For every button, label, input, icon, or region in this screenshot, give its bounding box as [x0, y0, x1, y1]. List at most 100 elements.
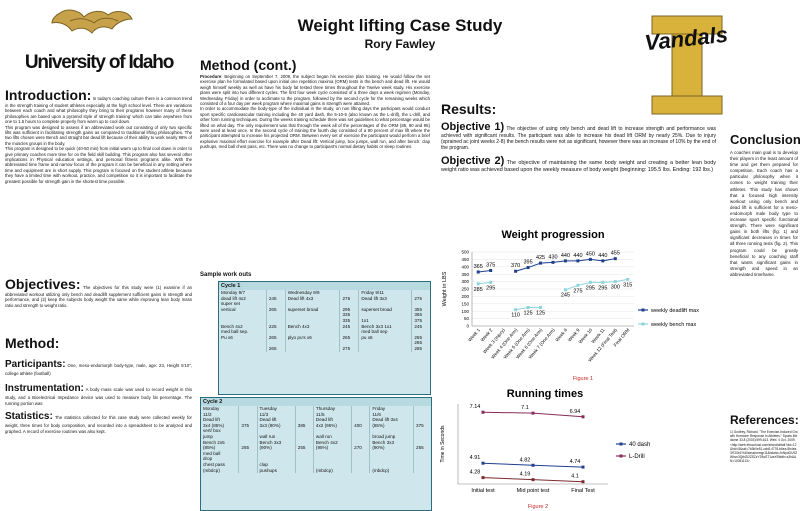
objective1-text: The objective of using only bench and de… — [441, 126, 716, 152]
cycle2-cell — [313, 456, 353, 462]
cycle2-cell — [369, 450, 415, 457]
sample-workouts-heading: Sample work outs — [200, 272, 252, 278]
cycle1-cell — [358, 345, 413, 352]
cycle1-row: Monday 9/7 Wednesday 9/9 Friday 9/11 — [219, 290, 430, 296]
cycle1-cell — [266, 290, 286, 296]
cycle2-cell — [351, 428, 371, 434]
objectives-section: Objectives: The objectives for this stud… — [5, 276, 192, 308]
cycle2-title: Cycle 2 — [201, 398, 431, 406]
cycle1-cell: 245 — [339, 323, 360, 330]
chart1-ytick: 100 — [461, 309, 469, 314]
cycle1-cell — [339, 329, 360, 335]
chart1-ytick: 150 — [461, 301, 469, 306]
chart1-legend-marker — [641, 308, 645, 312]
cycle2-cell: clap — [257, 461, 296, 468]
chart1-point — [601, 280, 605, 284]
cycle2-cell — [238, 461, 258, 468]
chart1-ytick: 500 — [461, 250, 469, 255]
cycle1-cell: 285 — [414, 345, 423, 351]
cycle1-cell: pu x6 — [358, 334, 413, 341]
cycle2-cell: broad jump — [369, 433, 415, 440]
chart1-point — [489, 280, 493, 284]
cycle1-cell — [285, 312, 341, 318]
cycle1-cell — [219, 345, 267, 352]
cycle2-row: Bench 2x5 Bench 3x3 Bench 4x2 Bench 3x3 — [201, 439, 431, 446]
cycle1-cell: Friday 9/11 — [358, 290, 413, 296]
cycle1-cell: 265 — [339, 334, 360, 341]
cycle1-cell: 275 — [414, 295, 423, 301]
chart2-data-label: 7.14 — [470, 404, 481, 410]
cycle2-cell — [295, 433, 314, 440]
cycle2-cell — [257, 428, 296, 434]
cycle2-cell: (90%) — [257, 445, 296, 451]
cycle2-row: Dead lift Dead lift Dead lift Dead lift 3x4 — [201, 417, 431, 423]
conclusion-text: A coaches main goal is to develop their … — [730, 150, 798, 277]
chart1-data-label: 285 — [474, 287, 483, 293]
chart1-ytick: 300 — [461, 279, 469, 284]
cycle2-cell: Friday — [369, 406, 415, 412]
cycle1-cell: plyo pu's x6 — [285, 334, 341, 341]
chart1-data-label: 370 — [511, 263, 520, 269]
references-section: References: 1) Godfrey, Richard. "The Ex… — [730, 412, 798, 464]
cycle2-cell: (95%) — [313, 445, 353, 451]
chart1-figure-label: Figure 1 — [573, 376, 593, 382]
cycle2-cell: (85%) — [201, 445, 240, 451]
chart1-ytick: 250 — [461, 287, 469, 292]
cycle2-cell: Dead lift 3x4 — [369, 417, 415, 423]
chart2-data-label: 7.1 — [521, 405, 529, 411]
cycle2-cell: (mbdcp) — [369, 467, 415, 474]
cycle2-cell — [257, 450, 296, 457]
cycle2-cell: Bench 2x5 — [201, 439, 240, 446]
chart1-point — [489, 269, 493, 272]
cycle2-cell — [238, 406, 258, 412]
cycle2-cell — [369, 461, 415, 468]
chart2-xtick: Initial test — [471, 488, 495, 494]
chart1-data-label: 395 — [523, 260, 532, 266]
cycle2-cell: med ball — [201, 450, 240, 457]
cycle1-cell — [358, 312, 413, 318]
cycle2-cell — [295, 456, 314, 462]
cycle2-row: 11/2 11/3 11/5 11/6 — [201, 411, 431, 418]
conclusion-heading: Conclusion: — [730, 132, 800, 147]
chart1-data-label: 430 — [548, 254, 557, 260]
cycle1-cell: superset broad — [358, 306, 413, 313]
cycle1-cell — [219, 312, 267, 318]
procedure-label: Procedure — [200, 74, 222, 79]
intro-heading: Introduction: — [5, 87, 92, 103]
chart2-ylabel: Time in Seconds — [440, 425, 446, 463]
cycle2-cell — [351, 433, 371, 440]
running-times-chart: Running times Time in Seconds Initial test… — [436, 384, 721, 511]
vandals-logo: Vandals — [630, 4, 745, 119]
cycle2-cell: drop — [201, 456, 240, 462]
cycle1-cell — [285, 329, 341, 335]
cycle2-cell — [351, 411, 371, 418]
cycle2-cell: 270 — [351, 445, 371, 451]
chart2-point — [481, 461, 485, 465]
cycle2-cell: Bench 3x3 — [369, 439, 415, 446]
chart2-xtick: Final Test — [571, 488, 595, 494]
cycle1-cell — [285, 345, 341, 352]
cycle1-row: dead lift 4x2 245 Dead lift 4x3 275 Dead lif… — [219, 295, 430, 302]
participants-text: One, meso-endomorph body-type, male, age… — [5, 363, 193, 376]
cycle2-cell: Dead lift — [313, 417, 353, 423]
cycle1-cell — [219, 317, 267, 324]
cycle1-row: vertical 265 superset broad 295 superset bro… — [219, 306, 430, 313]
chart1-ytick: 450 — [461, 257, 469, 262]
cycle1-cell — [339, 301, 360, 307]
chart1-point — [526, 266, 530, 270]
cycle2-row: (mbdcp) pushups (mbdcp) (mbdcp) — [201, 467, 431, 474]
cycle1-row: 265 275 285 — [219, 345, 430, 352]
chart2-title: Running times — [507, 388, 583, 400]
cycle2-cell: Dead lift — [257, 417, 296, 423]
cycle2-cell: chest pass — [201, 461, 240, 468]
objective2-label: Objective 2) — [441, 154, 505, 167]
cycle2-cell: 4x2 (95%) — [313, 422, 353, 429]
cycle2-cell: 385 — [295, 422, 314, 429]
cycle2-cell — [351, 461, 371, 468]
chart1-point — [514, 308, 518, 312]
procedure-text: Beginning on September 7, 2009, the subj… — [200, 74, 431, 107]
cycle2-cell: 11/6 — [369, 411, 415, 418]
method-heading: Method: — [5, 335, 60, 351]
cycle2-cell: vert/ box — [201, 428, 240, 434]
cycle1-cell: 255 — [414, 334, 423, 340]
